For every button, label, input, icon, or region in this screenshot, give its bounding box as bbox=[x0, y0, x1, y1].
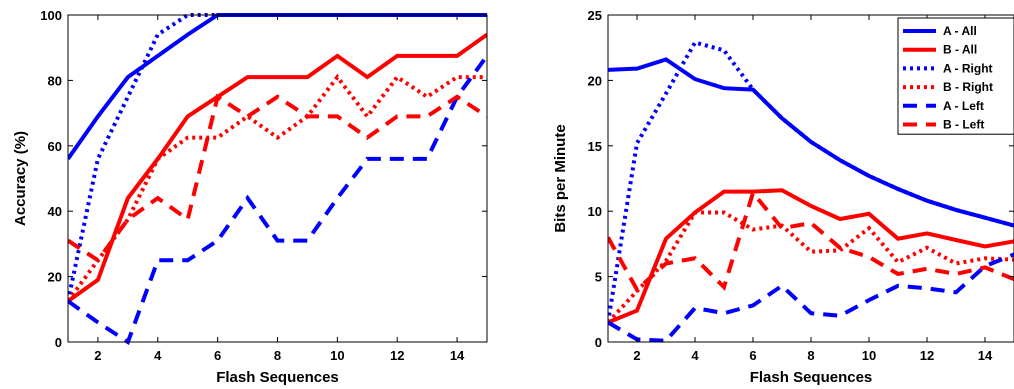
series-line-b-all bbox=[608, 188, 1014, 325]
x-tick-label: 14 bbox=[450, 348, 465, 363]
y-tick-label: 25 bbox=[588, 8, 602, 23]
plot-frame bbox=[67, 14, 488, 343]
y-axis-label: Accuracy (%) bbox=[12, 131, 29, 226]
x-tick-label: 14 bbox=[978, 348, 993, 363]
x-tick-label: 4 bbox=[154, 348, 162, 363]
series-lines bbox=[68, 13, 487, 345]
x-tick-label: 8 bbox=[807, 348, 814, 363]
series-line-b-right bbox=[68, 73, 487, 303]
bits-per-minute-chart: 2 4 6 8 10 12 14 0 5 10 15 20 25 Flash Sequences Bits … bbox=[552, 8, 1014, 386]
x-axis-label: Flash Sequences bbox=[216, 369, 339, 386]
y-tick-label: 100 bbox=[40, 8, 62, 23]
y-tick-label: 40 bbox=[48, 204, 62, 219]
series-line-a-left bbox=[608, 252, 1014, 343]
legend-label-b-all: B - All bbox=[943, 43, 977, 57]
x-tick-label: 12 bbox=[390, 348, 404, 363]
legend: A - All B - All A - Right B - Right A - Left… bbox=[897, 17, 1014, 135]
legend-label-a-right: A - Right bbox=[943, 61, 993, 75]
y-tick-label: 5 bbox=[595, 270, 602, 285]
series-lines bbox=[608, 40, 1014, 343]
y-tick-label: 60 bbox=[48, 139, 62, 154]
x-tick-label: 8 bbox=[274, 348, 281, 363]
legend-box bbox=[897, 17, 1014, 135]
series-line-b-all bbox=[68, 32, 487, 303]
series-line-a-left bbox=[68, 54, 487, 345]
accuracy-chart: 2 4 6 8 10 12 14 0 20 40 60 80 100 Flash Sequences Acc… bbox=[12, 8, 488, 386]
y-tick-label: 20 bbox=[588, 73, 602, 88]
series-line-b-left bbox=[608, 188, 1014, 293]
x-tick-label: 6 bbox=[749, 348, 756, 363]
y-tick-label: 15 bbox=[588, 139, 602, 154]
legend-label-a-left: A - Left bbox=[943, 99, 984, 113]
series-line-b-left bbox=[68, 93, 487, 264]
x-tick-label: 6 bbox=[214, 348, 221, 363]
legend-label-b-right: B - Right bbox=[943, 80, 993, 94]
y-tick-label: 0 bbox=[55, 335, 62, 350]
x-tick-label: 2 bbox=[633, 348, 640, 363]
x-tick-label: 10 bbox=[862, 348, 876, 363]
x-axis-label: Flash Sequences bbox=[750, 369, 873, 386]
y-tick-label: 80 bbox=[48, 73, 62, 88]
legend-label-b-left: B - Left bbox=[943, 118, 984, 132]
y-tick-label: 0 bbox=[595, 335, 602, 350]
legend-label-a-all: A - All bbox=[943, 24, 977, 38]
x-tick-label: 4 bbox=[691, 348, 699, 363]
y-axis-label: Bits per Minute bbox=[552, 124, 569, 232]
x-tick-label: 10 bbox=[330, 348, 344, 363]
series-line-b-right bbox=[608, 210, 1014, 324]
x-tick-label: 2 bbox=[94, 348, 101, 363]
y-tick-label: 10 bbox=[588, 204, 602, 219]
y-tick-label: 20 bbox=[48, 270, 62, 285]
x-tick-label: 12 bbox=[920, 348, 934, 363]
series-line-a-all bbox=[608, 57, 1014, 228]
